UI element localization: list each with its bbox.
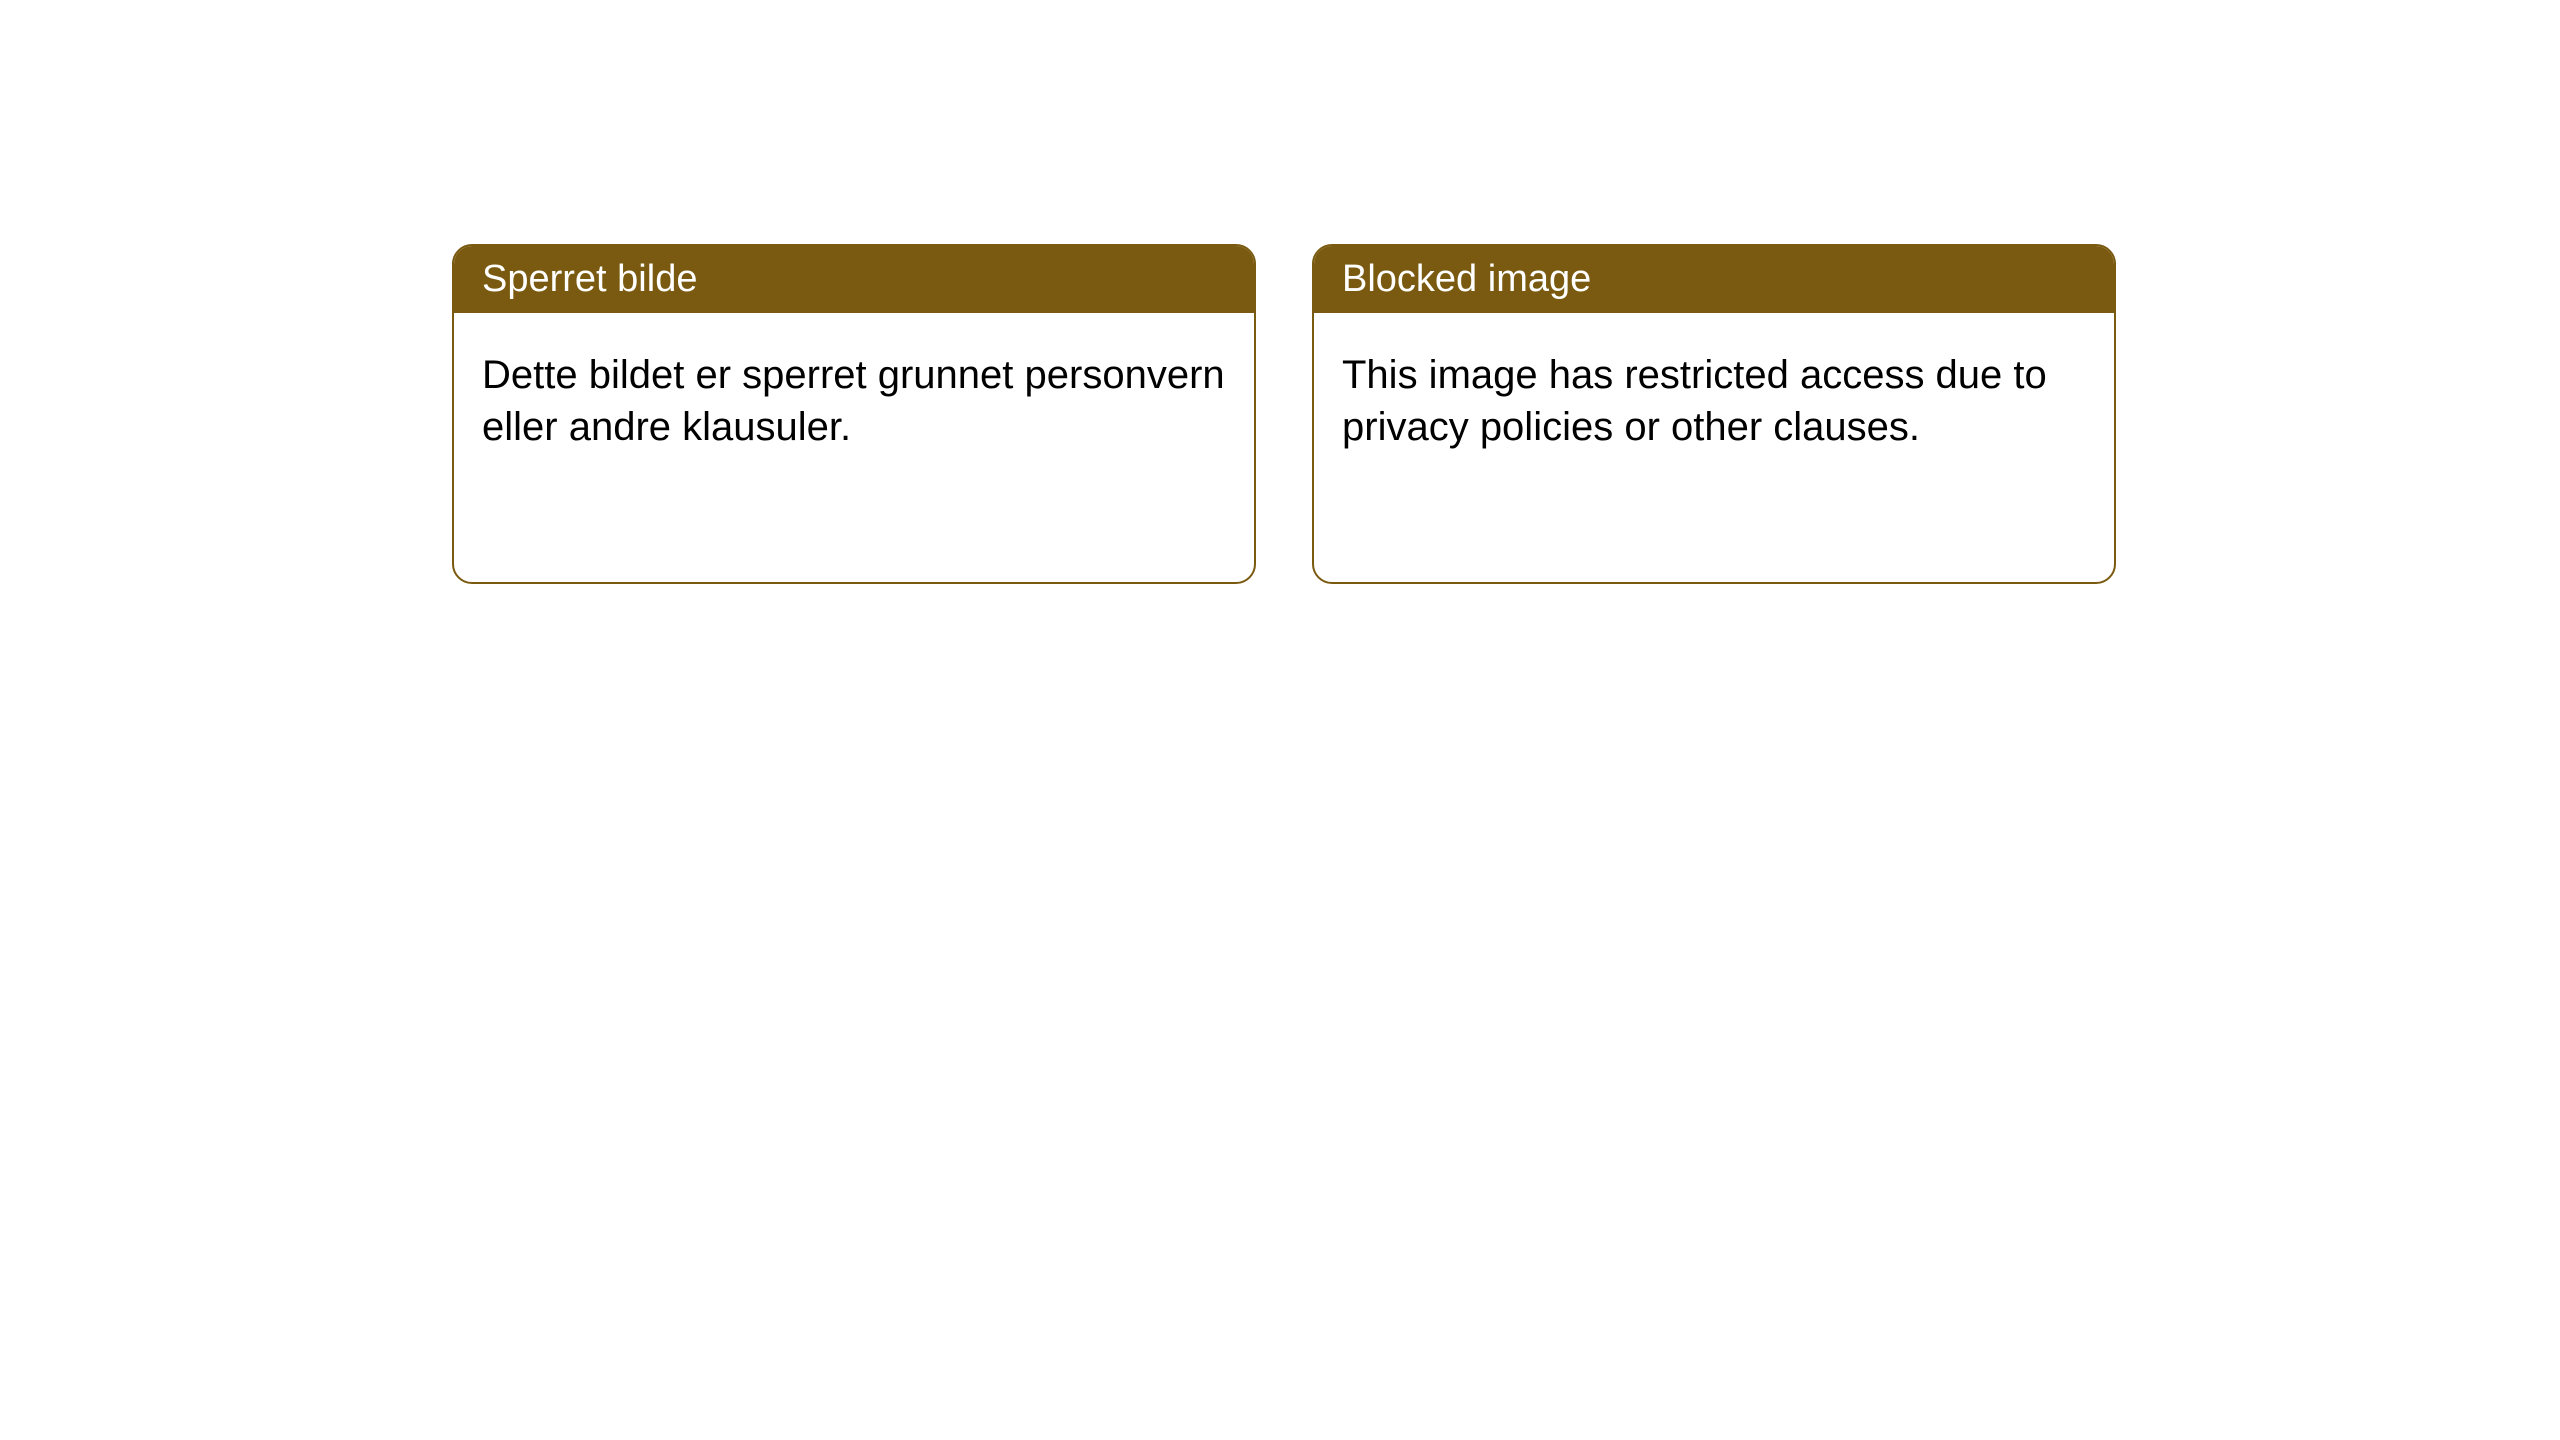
card-title: Sperret bilde <box>482 258 697 300</box>
card-blocked-no: Sperret bilde Dette bildet er sperret gr… <box>452 244 1256 584</box>
card-container: Sperret bilde Dette bildet er sperret gr… <box>452 244 2116 584</box>
card-blocked-en: Blocked image This image has restricted … <box>1312 244 2116 584</box>
card-body-text: Dette bildet er sperret grunnet personve… <box>482 353 1225 449</box>
card-header: Blocked image <box>1314 246 2114 313</box>
card-body-text: This image has restricted access due to … <box>1342 353 2047 449</box>
card-header: Sperret bilde <box>454 246 1254 313</box>
card-body: Dette bildet er sperret grunnet personve… <box>454 313 1254 489</box>
card-body: This image has restricted access due to … <box>1314 313 2114 489</box>
card-title: Blocked image <box>1342 258 1591 300</box>
